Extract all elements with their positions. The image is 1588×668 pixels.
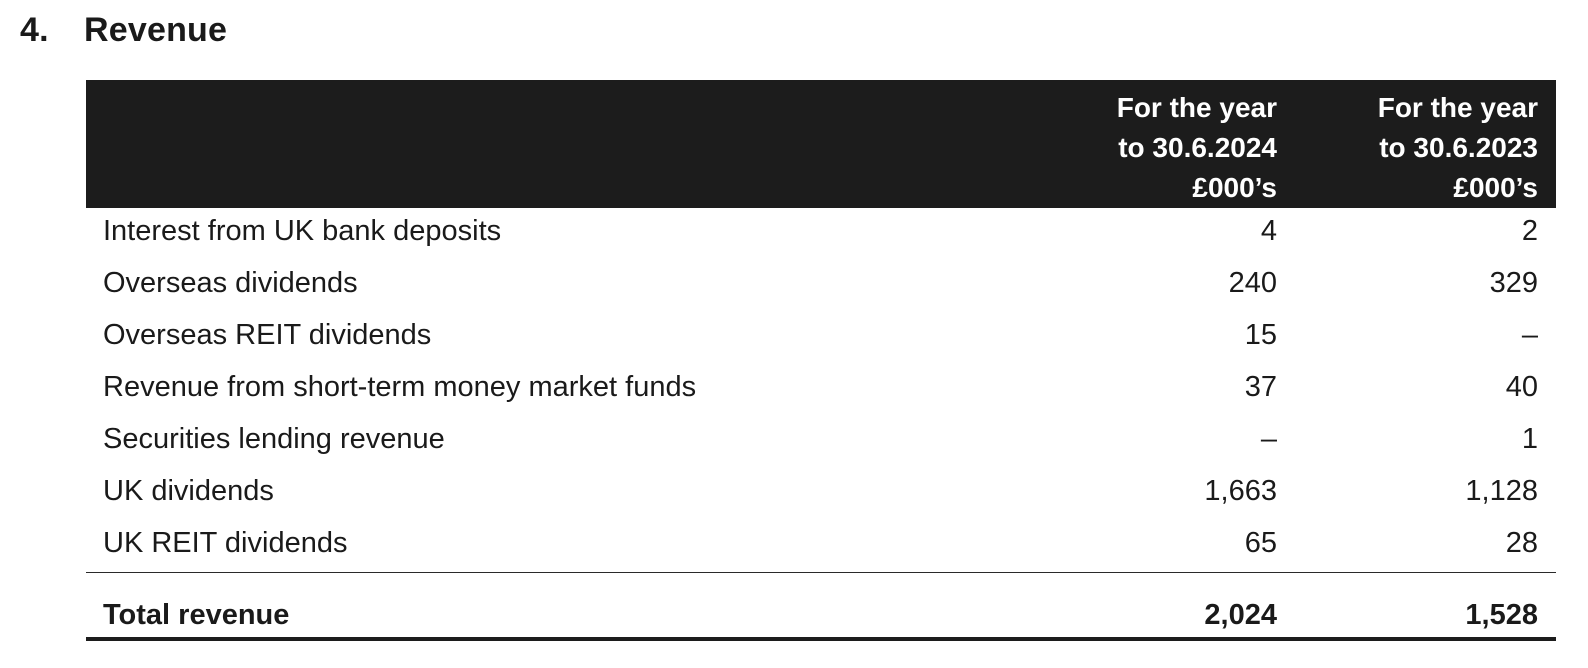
- section-number: 4.: [20, 11, 84, 50]
- header-line: to 30.6.2024: [1057, 128, 1277, 168]
- table-row: UK REIT dividends 65 28: [86, 520, 1556, 572]
- table-row: Overseas dividends 240 329: [86, 260, 1556, 312]
- table-row: Revenue from short-term money market fun…: [86, 364, 1556, 416]
- total-value-2023: 1,528: [1338, 593, 1538, 637]
- value-2024: 37: [1077, 364, 1277, 410]
- value-2024: 240: [1077, 260, 1277, 306]
- total-label: Total revenue: [103, 593, 289, 637]
- value-2023: 40: [1338, 364, 1538, 410]
- value-2023: 1: [1338, 416, 1538, 462]
- row-label: Securities lending revenue: [103, 416, 445, 462]
- row-label: Overseas dividends: [103, 260, 358, 306]
- total-divider: [86, 637, 1556, 641]
- row-label: Interest from UK bank deposits: [103, 208, 501, 254]
- revenue-table: For the year to 30.6.2024 £000’s For the…: [86, 80, 1556, 641]
- column-header-2024: For the year to 30.6.2024 £000’s: [1057, 88, 1277, 208]
- value-2024: 1,663: [1077, 468, 1277, 514]
- value-2023: 329: [1338, 260, 1538, 306]
- table-row: Overseas REIT dividends 15 –: [86, 312, 1556, 364]
- total-row: Total revenue 2,024 1,528: [86, 573, 1556, 637]
- table-row: Securities lending revenue – 1: [86, 416, 1556, 468]
- section-heading: 4. Revenue: [20, 8, 227, 52]
- table-row: Interest from UK bank deposits 4 2: [86, 208, 1556, 260]
- value-2024: 65: [1077, 520, 1277, 566]
- value-2023: 1,128: [1338, 468, 1538, 514]
- table-header: For the year to 30.6.2024 £000’s For the…: [86, 80, 1556, 208]
- total-value-2024: 2,024: [1077, 593, 1277, 637]
- value-2023: 2: [1338, 208, 1538, 254]
- row-label: Overseas REIT dividends: [103, 312, 431, 358]
- column-header-2023: For the year to 30.6.2023 £000’s: [1318, 88, 1538, 208]
- value-2024: –: [1077, 416, 1277, 462]
- header-line: For the year: [1057, 88, 1277, 128]
- row-label: UK REIT dividends: [103, 520, 347, 566]
- header-line: £000’s: [1057, 168, 1277, 208]
- row-label: Revenue from short-term money market fun…: [103, 364, 696, 410]
- header-line: £000’s: [1318, 168, 1538, 208]
- value-2024: 15: [1077, 312, 1277, 358]
- value-2024: 4: [1077, 208, 1277, 254]
- value-2023: –: [1338, 312, 1538, 358]
- row-label: UK dividends: [103, 468, 274, 514]
- header-line: For the year: [1318, 88, 1538, 128]
- value-2023: 28: [1338, 520, 1538, 566]
- table-row: UK dividends 1,663 1,128: [86, 468, 1556, 520]
- section-title: Revenue: [84, 11, 227, 50]
- header-line: to 30.6.2023: [1318, 128, 1538, 168]
